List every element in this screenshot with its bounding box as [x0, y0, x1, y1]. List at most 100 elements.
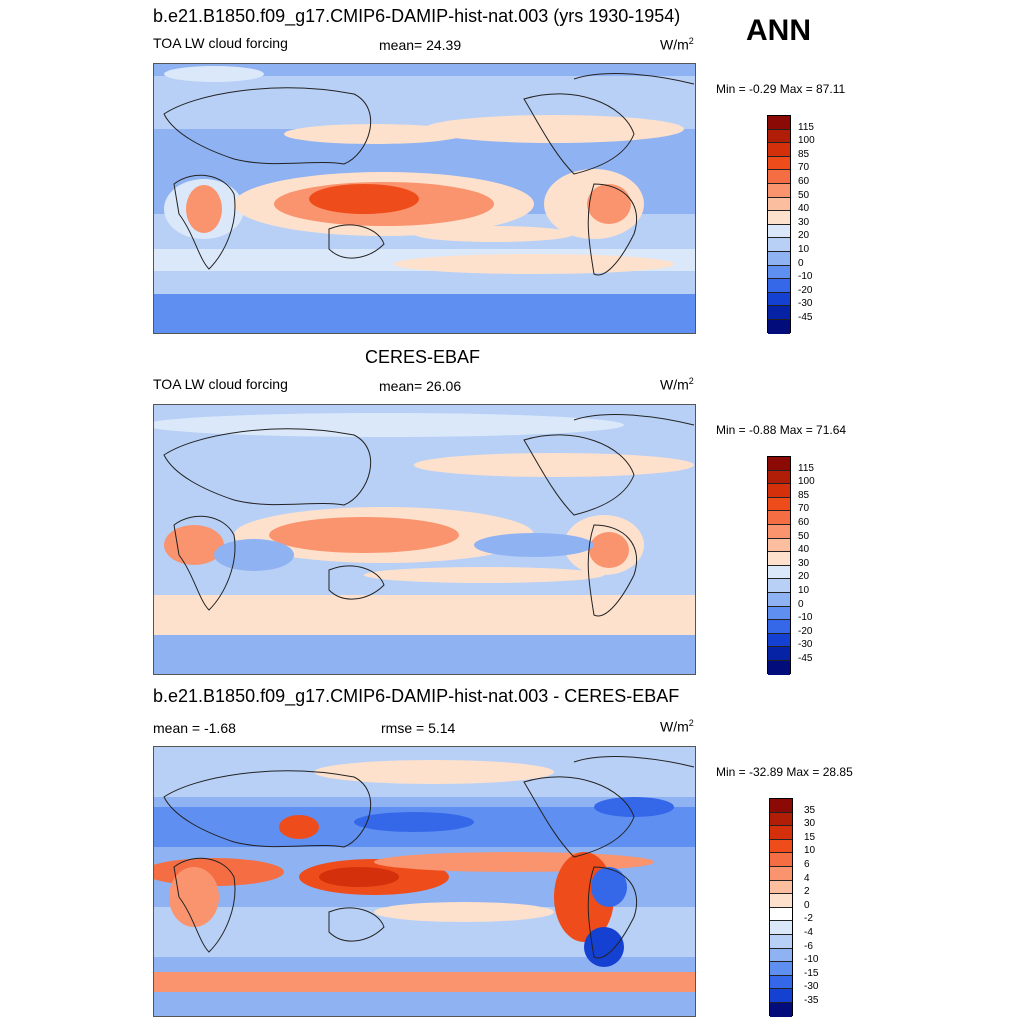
panel-model-variable: TOA LW cloud forcing — [153, 35, 288, 51]
colorbar-box — [768, 319, 790, 334]
colorbar-box — [770, 921, 792, 935]
colorbar-tick-label: -35 — [804, 995, 819, 1006]
colorbar-tick-label: 4 — [804, 872, 810, 884]
colorbar-box — [770, 853, 792, 867]
season-label: ANN — [746, 14, 811, 47]
colorbar-box — [768, 620, 790, 634]
panel-diff-minmax: Min = -32.89 Max = 28.85 — [716, 765, 853, 779]
map-diff-field — [154, 747, 695, 1016]
colorbar-box — [770, 962, 792, 976]
colorbar-tick-label: 40 — [798, 203, 810, 215]
colorbar-tick-label: 60 — [798, 176, 810, 187]
colorbar-box — [768, 552, 790, 566]
panel-obs-mean: mean= 26.06 — [379, 378, 462, 394]
panel-diff-mean: mean = -1.68 — [153, 720, 236, 736]
colorbar-model — [767, 115, 791, 334]
colorbar-box — [768, 183, 790, 198]
colorbar-tick-label: 30 — [798, 216, 810, 228]
colorbar-box — [768, 592, 790, 607]
colorbar-box — [770, 812, 792, 827]
colorbar-box — [770, 1002, 792, 1017]
colorbar-box — [770, 907, 792, 922]
colorbar-obs — [767, 456, 791, 675]
colorbar-box — [768, 511, 790, 525]
colorbar-tick-label: 6 — [804, 859, 810, 870]
colorbar-tick-label: 0 — [804, 899, 810, 911]
colorbar-tick-label: 20 — [798, 571, 810, 583]
colorbar-box — [768, 647, 790, 661]
panel-obs-variable: TOA LW cloud forcing — [153, 376, 288, 392]
panel-diff-title: b.e21.B1850.f09_g17.CMIP6-DAMIP-hist-nat… — [153, 686, 680, 706]
panel-model-minmax: Min = -0.29 Max = 87.11 — [716, 82, 846, 96]
colorbar-tick-label: 60 — [798, 517, 810, 528]
colorbar-box — [768, 497, 790, 512]
colorbar-tick-label: -10 — [804, 954, 819, 966]
colorbar-box — [768, 633, 790, 648]
map-model — [153, 63, 696, 334]
colorbar-box — [770, 948, 792, 963]
colorbar-tick-label: 40 — [798, 544, 810, 556]
colorbar-box — [770, 839, 792, 854]
colorbar-tick-label: 30 — [804, 818, 816, 830]
colorbar-tick-label: 10 — [804, 845, 816, 857]
colorbar-tick-label: -4 — [804, 927, 813, 938]
colorbar-tick-label: 100 — [798, 135, 815, 147]
colorbar-box — [768, 470, 790, 485]
colorbar-box — [770, 826, 792, 840]
colorbar-box — [768, 170, 790, 184]
colorbar-box — [768, 224, 790, 239]
colorbar-tick-label: -30 — [798, 298, 813, 310]
colorbar-box — [768, 143, 790, 157]
panel-model-title: b.e21.B1850.f09_g17.CMIP6-DAMIP-hist-nat… — [153, 6, 681, 26]
colorbar-box — [770, 975, 792, 990]
colorbar-tick-label: 20 — [798, 230, 810, 242]
colorbar-tick-label: -10 — [798, 612, 813, 624]
colorbar-box — [768, 484, 790, 498]
colorbar-tick-label: 70 — [798, 162, 810, 174]
colorbar-tick-label: -45 — [798, 312, 813, 323]
colorbar-box — [768, 129, 790, 144]
colorbar-tick-label: -30 — [804, 981, 819, 993]
colorbar-tick-label: 10 — [798, 244, 810, 255]
colorbar-tick-label: 50 — [798, 189, 810, 201]
colorbar-box — [768, 197, 790, 212]
panel-obs-title: CERES-EBAF — [365, 347, 481, 367]
colorbar-tick-label: -20 — [798, 284, 813, 296]
colorbar-box — [768, 306, 790, 320]
map-diff — [153, 746, 696, 1017]
map-obs — [153, 404, 696, 675]
colorbar-tick-label: 70 — [798, 503, 810, 515]
colorbar-tick-label: -45 — [798, 653, 813, 664]
panel-model-units: W/m2 — [660, 36, 694, 53]
colorbar-box — [768, 457, 790, 471]
colorbar-tick-label: 100 — [798, 476, 815, 488]
colorbar-box — [768, 279, 790, 293]
colorbar-tick-label: 115 — [798, 462, 814, 474]
colorbar-box — [770, 799, 792, 813]
colorbar-box — [770, 866, 792, 881]
colorbar-box — [768, 579, 790, 593]
colorbar-box — [770, 934, 792, 949]
colorbar-box — [768, 538, 790, 553]
colorbar-box — [770, 894, 792, 908]
colorbar-tick-label: 15 — [804, 831, 816, 843]
colorbar-box — [768, 211, 790, 225]
colorbar-box — [768, 660, 790, 675]
colorbar-box — [768, 565, 790, 580]
colorbar-box — [768, 606, 790, 621]
colorbar-tick-label: -6 — [804, 940, 813, 952]
colorbar-box — [768, 251, 790, 266]
colorbar-tick-label: 0 — [798, 598, 804, 610]
colorbar-tick-label: 35 — [804, 804, 816, 816]
colorbar-tick-label: -10 — [798, 271, 813, 283]
panel-diff-units: W/m2 — [660, 718, 694, 735]
map-model-field — [154, 64, 695, 333]
colorbar-box — [768, 265, 790, 280]
map-obs-field — [154, 405, 695, 674]
colorbar-box — [770, 880, 792, 895]
colorbar-box — [770, 989, 792, 1003]
colorbar-tick-label: -2 — [804, 913, 813, 925]
colorbar-tick-label: -30 — [798, 639, 813, 651]
colorbar-box — [768, 524, 790, 539]
panel-model-mean: mean= 24.39 — [379, 37, 462, 53]
